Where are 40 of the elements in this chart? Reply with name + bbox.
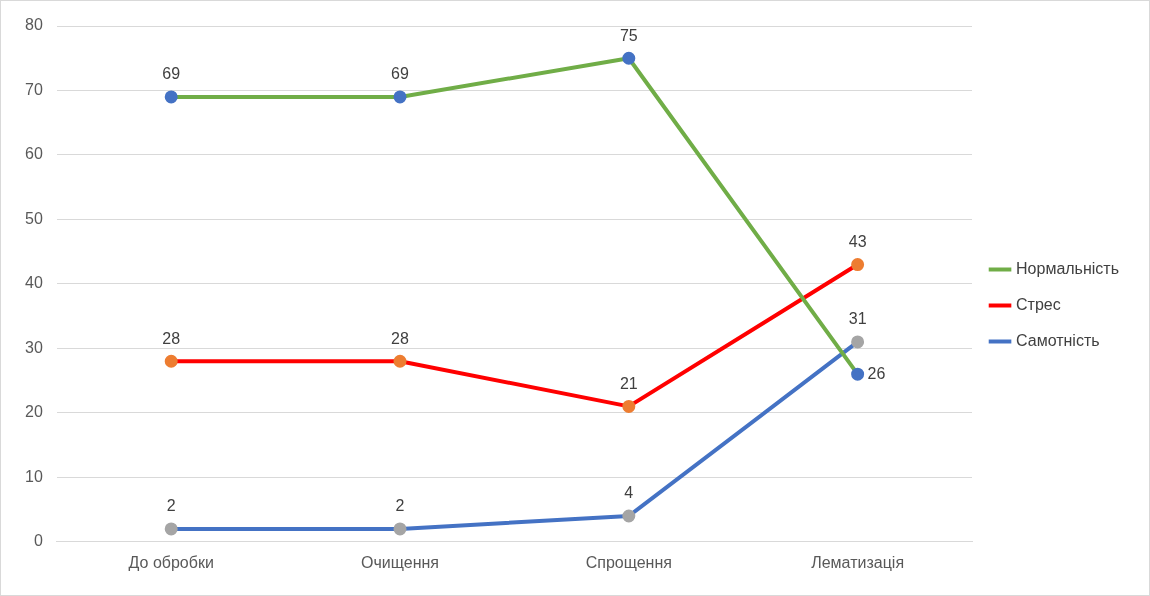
point [164, 90, 178, 104]
y-tick-label: 80 [25, 16, 43, 34]
data-label: 75 [619, 26, 638, 44]
data-label: 43 [848, 232, 867, 250]
data-label: 26 [867, 364, 886, 382]
data-label: 28 [162, 329, 181, 347]
data-label: 2 [166, 497, 176, 515]
point [393, 354, 407, 368]
point [851, 258, 865, 272]
point [851, 335, 865, 349]
y-tick-label: 10 [25, 467, 43, 485]
y-tick-label: 40 [25, 274, 43, 292]
legend-label: Нормальність [1016, 259, 1120, 277]
x-tick-label: До обробки [128, 553, 214, 571]
point [622, 399, 636, 413]
point [622, 509, 636, 523]
point [622, 51, 636, 65]
y-tick-label: 20 [25, 403, 43, 421]
data-label: 69 [391, 65, 410, 83]
point [393, 522, 407, 536]
point [164, 522, 178, 536]
data-label: 4 [624, 484, 634, 502]
point [164, 354, 178, 368]
data-label: 69 [162, 65, 181, 83]
y-tick-label: 70 [25, 80, 43, 98]
data-label: 21 [619, 374, 638, 392]
x-tick-label: Лематизація [811, 553, 905, 571]
y-tick-label: 30 [25, 338, 43, 356]
y-tick-label: 0 [33, 532, 43, 550]
y-tick-label: 50 [25, 209, 43, 227]
point [393, 90, 407, 104]
data-label: 2 [395, 497, 405, 515]
point [851, 367, 865, 381]
legend-label: Стрес [1016, 295, 1061, 313]
data-label: 28 [391, 329, 410, 347]
data-label: 31 [848, 310, 867, 328]
x-tick-label: Спрощення [585, 553, 672, 571]
x-tick-label: Очищення [361, 553, 439, 571]
y-tick-label: 60 [25, 145, 43, 163]
legend-label: Самотність [1016, 331, 1100, 349]
